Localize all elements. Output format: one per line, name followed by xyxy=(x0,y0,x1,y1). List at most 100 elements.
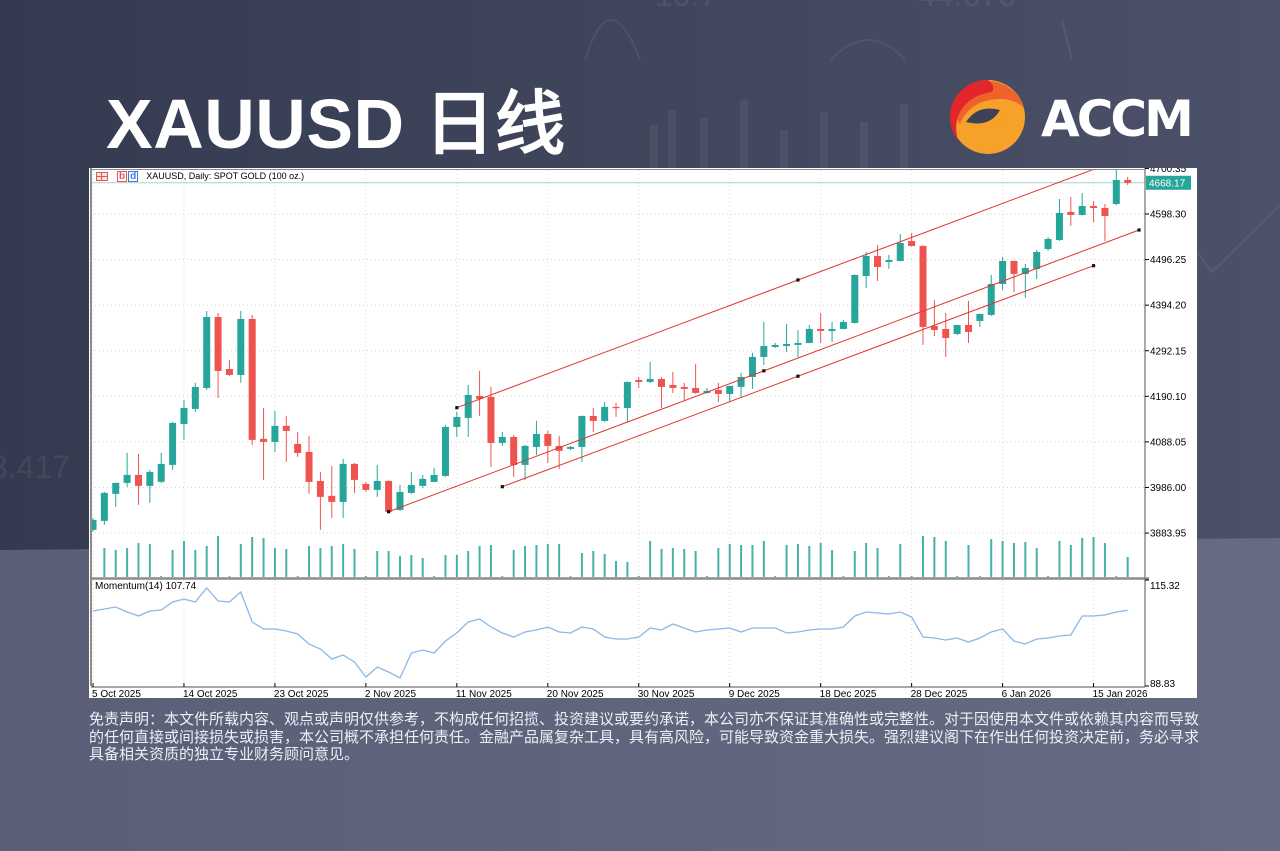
candlesticks xyxy=(91,170,1132,532)
volume-bar xyxy=(865,543,868,577)
price-tick-label: 4496.25 xyxy=(1150,255,1187,266)
current-price-tag: 4668.17 xyxy=(1146,175,1191,190)
volume-bar xyxy=(137,543,140,577)
accm-logo-icon xyxy=(949,79,1025,154)
candle-body xyxy=(112,482,120,494)
candle-body xyxy=(453,416,461,427)
price-tick-label: 4394.20 xyxy=(1150,301,1187,312)
candle-body xyxy=(874,255,882,267)
candlestick-chart: 4700.35 4598.30 4496.25 4394.20 4292.15 4190.… xyxy=(90,168,1191,698)
bearish-candle xyxy=(919,244,927,345)
bullish-candle xyxy=(726,385,734,402)
trendline-anchor-handle[interactable] xyxy=(796,278,800,282)
candle-body xyxy=(726,385,734,394)
disclaimer-line: 具备相关资质的独立专业财务顾问意见。 xyxy=(89,745,360,763)
candle-body xyxy=(987,283,995,315)
volume-bar xyxy=(376,551,379,577)
candle-body xyxy=(430,474,438,482)
time-tick-label: 23 Oct 2025 xyxy=(274,689,329,698)
volume-bar xyxy=(694,551,697,577)
trendline-anchor-handle[interactable] xyxy=(1137,228,1141,232)
bullish-candle xyxy=(498,431,506,446)
bearish-candle xyxy=(362,481,370,492)
chart-panel: 4700.35 4598.30 4496.25 4394.20 4292.15 4190.… xyxy=(89,168,1197,698)
candle-body xyxy=(123,474,131,483)
candle-body xyxy=(396,491,404,510)
price-tick-label: 4292.15 xyxy=(1150,346,1187,357)
candle-body xyxy=(612,406,620,409)
volume-bar xyxy=(1092,537,1095,577)
candle-body xyxy=(282,425,290,431)
volume-bar xyxy=(182,541,185,577)
momentum-line xyxy=(92,586,1128,679)
bearish-candle xyxy=(680,382,688,400)
volume-bar xyxy=(114,550,117,577)
bullish-candle xyxy=(203,310,211,390)
candle-body xyxy=(419,478,427,486)
volume-bar xyxy=(671,548,674,577)
momentum-tick-label: 88.83 xyxy=(1150,679,1175,690)
one-click-trading-icon[interactable]: b d xyxy=(117,170,139,182)
background-decor-text: 10.7 xyxy=(655,0,717,13)
bearish-candle xyxy=(692,363,700,394)
candle-body xyxy=(658,378,665,387)
volume-bar xyxy=(796,544,799,577)
bearish-candle xyxy=(658,376,665,408)
trendline-anchor-handle[interactable] xyxy=(455,406,459,410)
candle-body xyxy=(646,378,654,382)
volume-bar xyxy=(171,550,174,577)
volume-bar xyxy=(410,555,413,577)
candle-body xyxy=(169,422,177,465)
bullish-candle xyxy=(737,372,745,398)
trendline-anchor-handle[interactable] xyxy=(1091,264,1096,268)
bearish-candle xyxy=(964,300,972,343)
trend-channel xyxy=(387,170,1141,514)
volume-bar xyxy=(319,548,322,577)
trade-panel-icon[interactable] xyxy=(96,171,108,181)
candle-body xyxy=(589,415,597,421)
bullish-candle xyxy=(885,254,893,269)
trendline-anchor-handle[interactable] xyxy=(500,485,504,489)
time-tick-label: 9 Dec 2025 xyxy=(729,689,781,698)
bullish-candle xyxy=(794,329,802,357)
candle-body xyxy=(248,318,256,440)
trendline-anchor-handle[interactable] xyxy=(796,374,800,378)
volume-bar xyxy=(922,536,925,577)
volume-bar xyxy=(524,546,527,577)
trendline-anchor-handle[interactable] xyxy=(762,369,766,373)
bearish-candle xyxy=(669,371,677,393)
candle-body xyxy=(521,445,529,465)
volume-bar xyxy=(398,556,401,577)
bullish-candle xyxy=(771,342,779,349)
volume-bar xyxy=(910,576,913,577)
volume-bar xyxy=(967,545,970,577)
candle-body xyxy=(771,344,779,347)
candle-body xyxy=(862,255,870,276)
candle-body xyxy=(294,443,302,453)
bearish-candle xyxy=(294,431,302,457)
bullish-candle xyxy=(1021,263,1029,298)
bullish-candle xyxy=(567,445,575,450)
price-tick-label: 4700.35 xyxy=(1150,168,1187,175)
volume-bar xyxy=(615,561,618,577)
disclaimer-line: 免责声明：本文件所载内容、观点或声明仅供参考，不构成任何招揽、投资建议或要约承诺… xyxy=(89,710,1200,728)
candle-body xyxy=(760,345,768,357)
candle-body xyxy=(805,328,813,343)
volume-bar xyxy=(364,576,367,577)
volume-bar xyxy=(1047,576,1050,577)
bearish-candle xyxy=(930,299,938,336)
volume-bar xyxy=(205,546,208,577)
candle-body xyxy=(794,342,802,345)
candle-body xyxy=(1044,239,1052,250)
bullish-candle xyxy=(976,313,984,327)
candle-body xyxy=(953,324,961,334)
momentum-tick-label: 115.32 xyxy=(1150,581,1180,592)
bullish-candle xyxy=(396,484,404,511)
bearish-candle xyxy=(1067,196,1075,227)
price-tick-label: 4598.30 xyxy=(1150,210,1187,221)
trendline-anchor-handle[interactable] xyxy=(387,510,391,514)
background-decor-text: 3.417 xyxy=(0,449,70,485)
candle-body xyxy=(328,495,336,502)
time-tick-label: 11 Nov 2025 xyxy=(456,689,512,698)
current-price-value: 4668.17 xyxy=(1149,179,1186,190)
